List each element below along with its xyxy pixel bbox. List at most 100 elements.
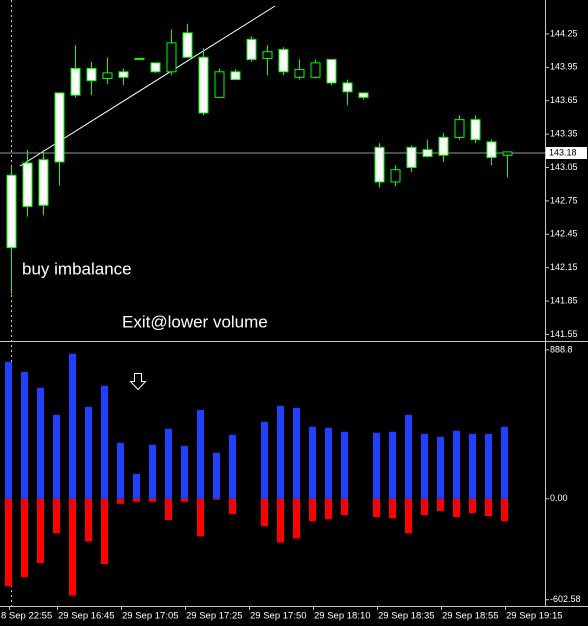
volume-bar (181, 445, 188, 499)
volume-bar (293, 498, 300, 539)
x-tick-label: 29 Sep 16:45 (58, 611, 115, 622)
volume-bar (277, 498, 284, 543)
y-tick-label: 143.05 (550, 162, 578, 172)
candle-body (470, 119, 481, 141)
candle-body (310, 62, 321, 78)
y-tick-label: 0.00 (550, 493, 568, 503)
candle-body (358, 92, 369, 98)
candle-body (502, 151, 513, 156)
volume-bar (469, 433, 476, 499)
volume-bar (85, 498, 92, 542)
volume-bar (165, 428, 172, 499)
volume-bar (325, 427, 332, 499)
volume-bar (341, 431, 348, 499)
volume-bar (485, 433, 492, 499)
volume-bar (53, 498, 60, 534)
volume-bar (405, 414, 412, 499)
volume-bar (229, 434, 236, 499)
y-tick-label: 888.8 (550, 344, 573, 354)
x-tick-label: 29 Sep 17:05 (122, 611, 179, 622)
volume-bar (213, 498, 220, 500)
volume-bar (437, 436, 444, 499)
volume-bar (373, 432, 380, 499)
volume-bar (117, 498, 124, 504)
volume-bar (149, 444, 156, 499)
volume-bar (117, 442, 124, 499)
y-tick-label: 143.65 (550, 95, 578, 105)
volume-bar (389, 431, 396, 499)
volume-bar (277, 405, 284, 499)
y-tick-label: 142.75 (550, 195, 578, 205)
volume-bar (453, 498, 460, 518)
annotation: Exit@lower volume (122, 312, 268, 331)
candle-body (150, 62, 161, 73)
volume-bar (197, 498, 204, 537)
volume-bar (309, 426, 316, 499)
candle-body (86, 67, 97, 82)
annotation: buy imbalance (22, 259, 132, 278)
volume-bar (53, 414, 60, 499)
y-tick-label: 141.55 (550, 329, 578, 339)
volume-bar (341, 498, 348, 516)
x-tick-label: 29 Sep 19:15 (506, 611, 563, 622)
volume-bar (405, 498, 412, 534)
volume-bar (37, 387, 44, 499)
candle-body (54, 92, 65, 163)
volume-bar (69, 353, 76, 499)
volume-bar (213, 452, 220, 499)
x-tick-label: 29 Sep 17:50 (250, 611, 307, 622)
volume-bar (309, 498, 316, 522)
price-label-box (546, 147, 587, 160)
volume-bar (373, 498, 380, 518)
y-tick-label: 144.25 (550, 28, 578, 38)
candle-body (118, 71, 129, 78)
y-tick-label: -602.58 (550, 594, 581, 604)
candle-body (38, 159, 49, 206)
candle-body (134, 57, 145, 60)
volume-bar (501, 426, 508, 499)
volume-bar (437, 498, 444, 512)
y-tick-label: 143.95 (550, 62, 578, 72)
volume-bar (37, 498, 44, 563)
candle-body (294, 69, 305, 78)
volume-bar (149, 498, 156, 502)
arrow-icon (129, 373, 147, 391)
volume-bar (421, 433, 428, 499)
candle-body (278, 49, 289, 73)
volume-bar (501, 498, 508, 522)
x-tick-label: 29 Sep 17:25 (186, 611, 243, 622)
volume-bar (325, 498, 332, 520)
candle-body (70, 67, 81, 96)
candle-body (198, 56, 209, 114)
volume-bar (389, 498, 396, 519)
volume-bar (293, 407, 300, 499)
volume-bar (21, 371, 28, 499)
y-tick-label: 142.15 (550, 262, 578, 272)
y-tick-label: 141.85 (550, 295, 578, 305)
volume-bar (21, 498, 28, 578)
volume-bar (261, 498, 268, 527)
volume-bar (5, 498, 12, 587)
volume-bar (5, 361, 12, 499)
volume-bar (261, 421, 268, 499)
volume-bar (101, 498, 108, 564)
candle-body (246, 39, 257, 61)
volume-bar (85, 406, 92, 499)
volume-bar (101, 385, 108, 499)
candle-body (22, 162, 33, 207)
candle-body (214, 71, 225, 98)
volume-bar (197, 409, 204, 499)
x-tick-label: 29 Sep 18:55 (442, 611, 499, 622)
candle-body (438, 136, 449, 156)
x-tick-label: 29 Sep 18:10 (314, 611, 371, 622)
candle-body (6, 174, 17, 249)
candle-body (326, 59, 337, 84)
candle-body (486, 141, 497, 158)
x-tick-label: 8 Sep 22:55 (1, 611, 52, 622)
volume-bar (133, 473, 140, 499)
volume-bar (453, 430, 460, 499)
volume-bar (165, 498, 172, 521)
volume-bar (229, 498, 236, 515)
